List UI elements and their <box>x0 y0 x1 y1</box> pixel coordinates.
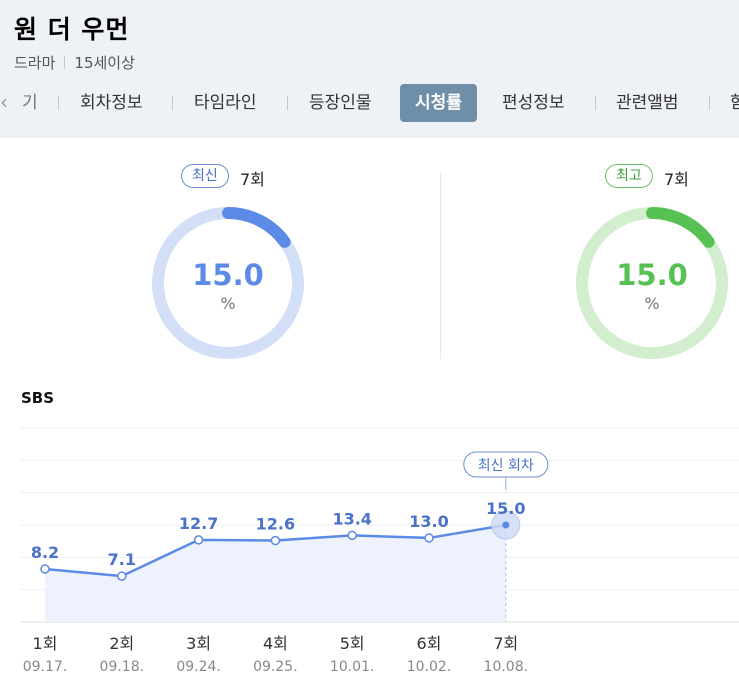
latest-rating-gauge <box>152 207 304 359</box>
x-tick-label: 2회 <box>109 634 134 653</box>
chevron-left-icon[interactable]: ‹ <box>0 90 8 114</box>
x-tick-date: 09.17. <box>23 659 68 675</box>
data-label: 8.2 <box>31 543 59 562</box>
highest-episode: 7회 <box>664 170 689 189</box>
tab-divider <box>58 96 59 110</box>
meta-divider <box>64 56 66 69</box>
x-tick-date: 09.25. <box>253 659 298 675</box>
tab-divider <box>172 96 173 110</box>
x-tick-label: 5회 <box>340 634 365 653</box>
x-tick-label: 4회 <box>263 634 288 653</box>
series-area <box>45 525 506 622</box>
latest-rating-value: 15.0 <box>192 258 264 292</box>
highest-rating-gauge <box>576 207 728 359</box>
data-label: 13.4 <box>332 509 371 528</box>
x-tick-date: 10.01. <box>330 659 375 675</box>
x-tick-label: 6회 <box>417 634 442 653</box>
latest-badge: 최신 <box>181 164 229 188</box>
tab-next-partial[interactable]: 함 <box>730 93 739 113</box>
latest-callout-label: 최신 회차 <box>478 458 534 474</box>
highest-rating-value: 15.0 <box>616 258 688 292</box>
latest-callout <box>463 451 549 478</box>
data-point <box>347 530 357 541</box>
tab-timeline[interactable]: 타임라인 <box>194 93 257 113</box>
data-point <box>117 571 127 581</box>
data-label: 13.0 <box>409 512 448 531</box>
data-label: 7.1 <box>108 550 136 569</box>
tab-divider <box>287 96 288 110</box>
data-label: 12.7 <box>179 514 218 533</box>
x-tick-label: 7회 <box>493 634 518 653</box>
latest-rating-unit: % <box>220 294 236 313</box>
tab-ratings[interactable]: 시청률 <box>400 84 477 122</box>
data-label: 12.6 <box>256 515 295 534</box>
genre-label: 드라마 <box>14 54 56 72</box>
x-tick-date: 10.02. <box>407 659 452 675</box>
highest-rating-unit: % <box>644 294 660 313</box>
tab-bar: ‹ 기 회차정보 타임라인 등장인물 시청률 편성정보 관련앨범 함 <box>0 84 739 122</box>
highest-badge: 최고 <box>605 164 653 188</box>
x-tick-date: 09.24. <box>176 659 221 675</box>
program-title: 원 더 우먼 <box>14 15 130 44</box>
x-tick-date: 10.08. <box>484 659 529 675</box>
tab-divider <box>709 96 710 110</box>
summary-divider <box>440 173 441 359</box>
x-tick-label: 1회 <box>33 634 58 653</box>
latest-episode: 7회 <box>240 170 265 189</box>
data-label: 15.0 <box>486 499 525 518</box>
x-tick-label: 3회 <box>186 634 211 653</box>
gauge-arc <box>646 207 715 248</box>
data-point <box>424 533 434 543</box>
program-meta: 드라마 15세이상 <box>14 52 135 73</box>
age-rating-label: 15세이상 <box>74 54 135 72</box>
tab-divider <box>595 96 596 110</box>
program-header: 원 더 우먼 드라마 15세이상 ‹ 기 회차정보 타임라인 등장인물 시청률 … <box>0 0 739 138</box>
tab-related-album[interactable]: 관련앨범 <box>616 93 679 113</box>
tab-prev-partial[interactable]: 기 <box>22 93 38 113</box>
data-point <box>502 521 510 529</box>
gauge-arc <box>222 207 291 248</box>
x-tick-date: 09.18. <box>100 659 145 675</box>
tab-episode-info[interactable]: 회차정보 <box>80 93 143 113</box>
network-label: SBS <box>21 389 55 407</box>
data-point <box>270 535 281 546</box>
tab-schedule[interactable]: 편성정보 <box>502 93 565 113</box>
data-point <box>193 535 204 545</box>
tab-cast[interactable]: 등장인물 <box>309 93 372 113</box>
data-point <box>40 564 50 574</box>
